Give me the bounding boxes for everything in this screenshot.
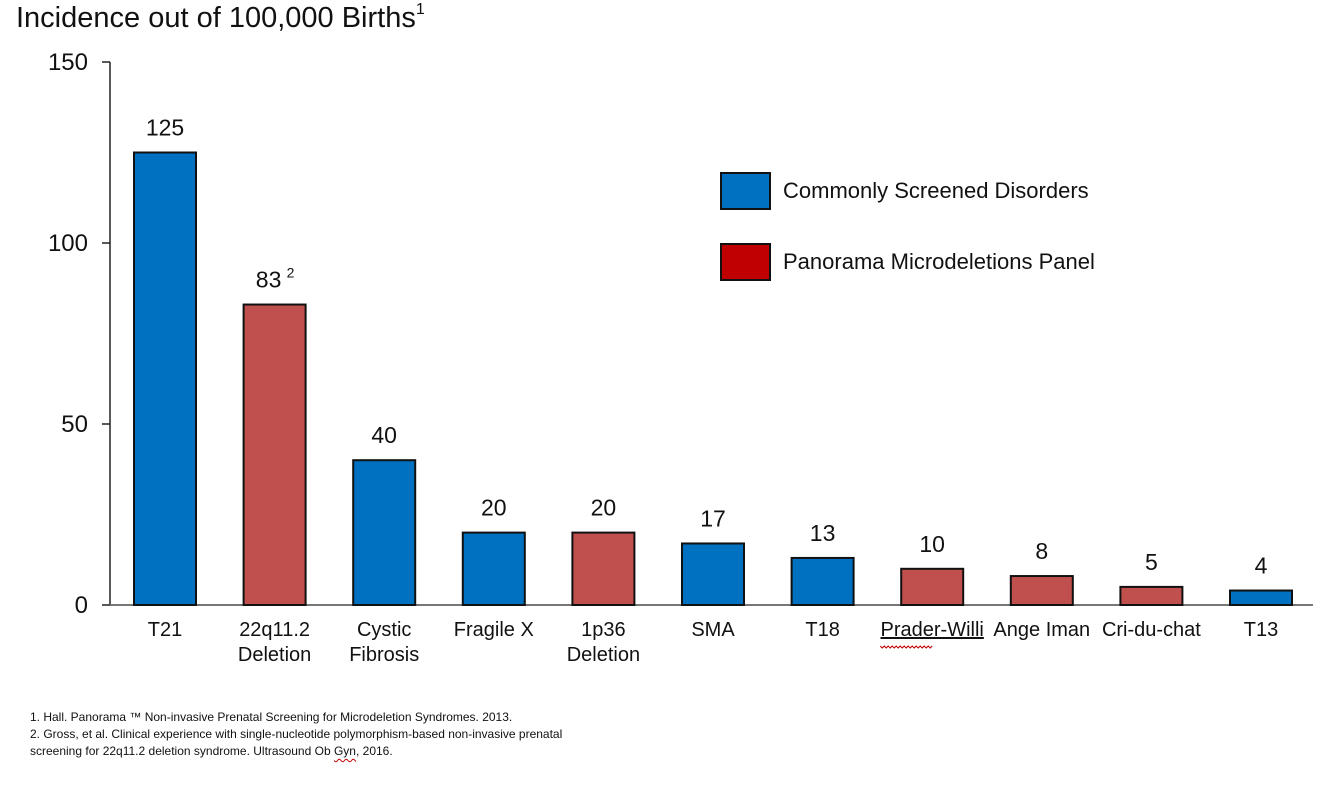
footnote-2-cont: screening for 22q11.2 deletion syndrome.… (30, 743, 562, 760)
legend-swatch-red (720, 243, 771, 281)
bar (900, 567, 965, 606)
footnote-2-cont-b: Gyn (333, 744, 356, 758)
legend-label-panorama: Panorama Microdeletions Panel (783, 249, 1095, 274)
bar (133, 151, 197, 606)
bar (1229, 589, 1293, 607)
x-tick-label: SMA (691, 619, 735, 641)
y-tick-label: 50 (61, 411, 88, 438)
x-tick-label: 1p36 (581, 619, 626, 641)
data-label-superscript: 2 (287, 265, 295, 281)
data-label: 40 (371, 422, 397, 448)
data-label: 13 (810, 520, 836, 546)
footnote-2-cont-a: screening for 22q11.2 deletion syndrome.… (30, 744, 334, 758)
chart-title: Incidence out of 100,000 Births1 (16, 1, 425, 35)
y-tick-label: 100 (48, 230, 88, 257)
footnote-2: 2. Gross, et al. Clinical experience wit… (30, 727, 563, 741)
x-tick-label: Prader-Willi (881, 619, 984, 641)
data-label: 8 (1035, 538, 1048, 564)
title-footnote-marker: 1 (415, 1, 425, 19)
x-tick-label: 22q11.2 (239, 619, 310, 641)
x-tick-label: Fragile X (454, 619, 534, 641)
chart-title-text: Incidence out of 100,000 Births (16, 2, 416, 34)
legend-item-common: Commonly Screened Disorders (720, 172, 1089, 210)
bar (571, 531, 636, 606)
bar (790, 556, 855, 607)
data-label: 20 (481, 495, 507, 521)
footnote-1: 1. Hall. Panorama ™ Non-invasive Prenata… (30, 710, 513, 724)
data-label: 17 (700, 505, 726, 531)
y-tick-label: 0 (75, 592, 88, 619)
data-label: 83 (256, 267, 282, 293)
x-tick-label: Cystic (357, 619, 411, 641)
x-tick-label: Cri-du-chat (1102, 619, 1201, 641)
data-label: 4 (1255, 553, 1268, 579)
footnote-2-cont-c: , 2016. (355, 744, 393, 758)
x-tick-label: Deletion (238, 644, 311, 666)
bar (1119, 585, 1184, 607)
x-tick-label: T21 (148, 619, 182, 641)
x-tick-label: T18 (805, 619, 839, 641)
bar (681, 542, 745, 607)
x-tick-label: T13 (1244, 619, 1278, 641)
bar (352, 459, 417, 607)
bar (242, 303, 307, 606)
x-tick-label: Fibrosis (349, 644, 419, 666)
x-tick-label: Deletion (567, 644, 640, 666)
legend-label-common: Commonly Screened Disorders (783, 178, 1089, 203)
data-label: 125 (146, 115, 184, 141)
bar (461, 531, 526, 606)
legend-item-panorama: Panorama Microdeletions Panel (720, 243, 1095, 281)
y-tick-label: 150 (48, 49, 88, 76)
legend-swatch-blue (720, 172, 771, 210)
footnotes: 1. Hall. Panorama ™ Non-invasive Prenata… (30, 709, 562, 760)
data-label: 20 (591, 495, 617, 521)
data-label: 10 (919, 531, 945, 557)
bar (1009, 575, 1074, 606)
spellcheck-squiggle (879, 645, 933, 649)
x-tick-label: Ange Iman (993, 619, 1090, 641)
bar-chart: 0 50 100 150 125 T21 83 2 22q11.2 Deletion 40 Cysti… (48, 49, 1313, 666)
data-label: 5 (1145, 549, 1158, 575)
